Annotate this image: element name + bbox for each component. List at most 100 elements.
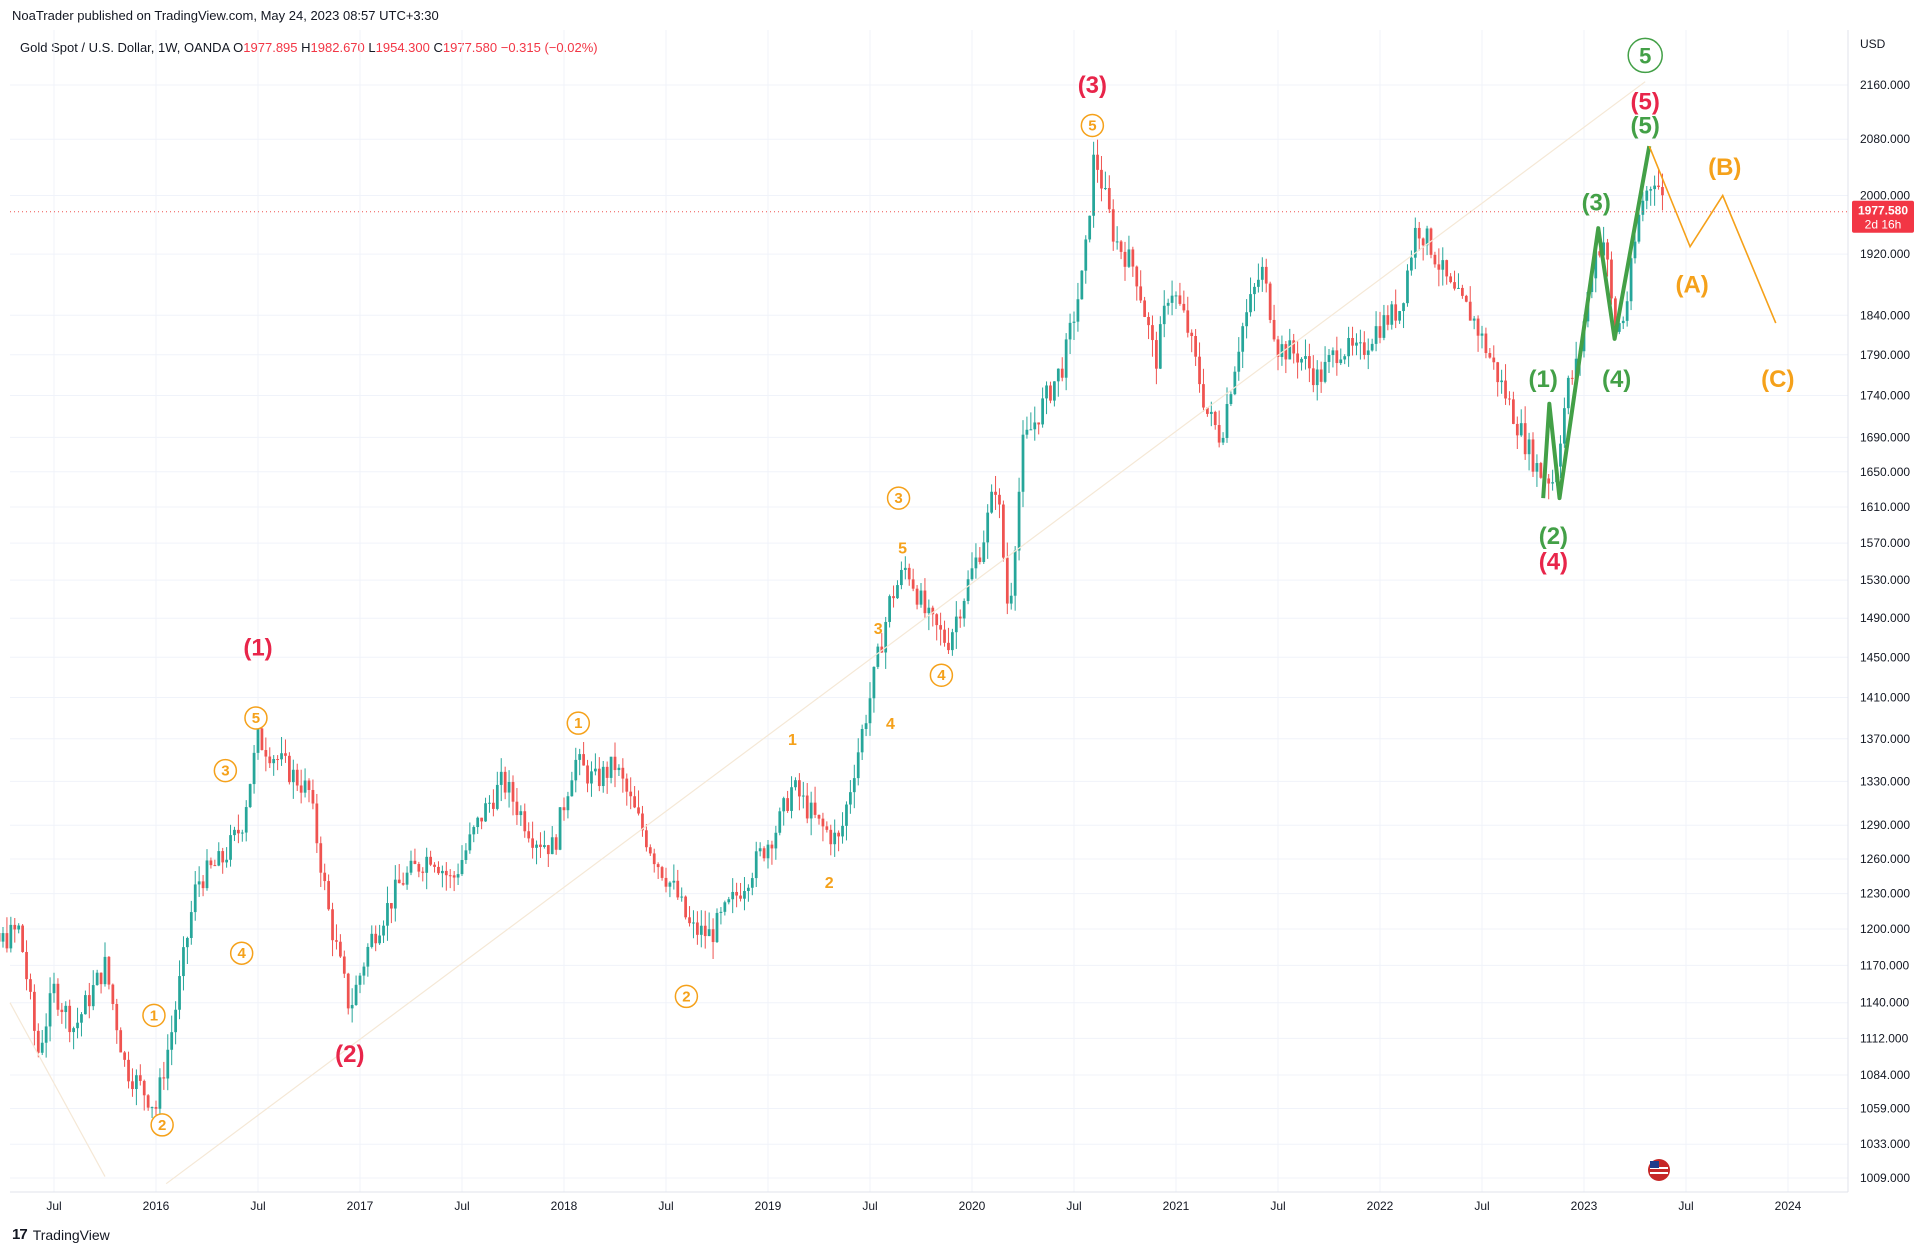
candle-body — [162, 1077, 166, 1079]
candle-body — [244, 807, 248, 833]
candle-body — [668, 882, 672, 887]
candle-body — [601, 766, 605, 787]
candle-body — [1362, 342, 1366, 355]
candle-body — [374, 933, 378, 944]
candle-body — [390, 903, 393, 909]
time-axis[interactable]: Jul 2016 Jul 2017 Jul 2018 Jul 2019 Jul 2020 Jul 20… — [46, 1199, 1801, 1213]
wave-label: (1) — [243, 634, 272, 661]
candle-body — [1096, 154, 1099, 170]
candle-body — [1107, 188, 1111, 210]
candle-body — [546, 845, 550, 855]
candle-body — [1233, 371, 1237, 395]
candle-body — [821, 818, 825, 827]
ohlc-change: −0.315 (−0.02%) — [500, 40, 598, 55]
x-tick-label: Jul — [250, 1199, 265, 1213]
candle-body — [1425, 228, 1429, 246]
candle-body — [1359, 342, 1362, 344]
candle-body — [648, 847, 652, 854]
candle-body — [413, 860, 417, 864]
candle-body — [1, 933, 5, 942]
candle-body — [448, 875, 452, 877]
candle-body — [1523, 423, 1527, 455]
y-tick-label: 2160.000 — [1860, 78, 1910, 92]
x-tick-label: Jul — [658, 1199, 673, 1213]
candle-body — [1602, 242, 1605, 256]
candle-body — [56, 983, 60, 1010]
candle-body — [845, 804, 848, 826]
tradingview-brand: TradingView — [32, 1226, 110, 1243]
wave-label: 4 — [937, 667, 946, 684]
candle-body — [1614, 298, 1617, 332]
candle-body — [170, 1032, 174, 1050]
candle-body — [1237, 351, 1241, 372]
candle-body — [962, 600, 966, 619]
candle-body — [727, 899, 731, 903]
candle-body — [1213, 411, 1217, 426]
candle-body — [299, 785, 303, 793]
price-axis[interactable]: 2160.000 2080.000 2000.000 1920.000 1840.000… — [1860, 78, 1910, 1185]
candle-body — [1594, 251, 1598, 279]
tradingview-footer: 17 TradingView — [12, 1226, 110, 1243]
candle-body — [64, 1005, 68, 1013]
candle-body — [417, 863, 421, 872]
x-tick-label: Jul — [1270, 1199, 1285, 1213]
y-tick-label: 1140.000 — [1860, 996, 1909, 1010]
candle-body — [1535, 463, 1539, 472]
y-tick-label: 1610.000 — [1860, 500, 1910, 514]
wave-label: 2 — [682, 988, 690, 1005]
candle-body — [566, 796, 570, 811]
candle-body — [1170, 295, 1174, 303]
y-tick-label: 1920.000 — [1860, 247, 1910, 261]
candle-body — [1049, 385, 1052, 401]
candle-body — [574, 759, 578, 781]
candle-body — [111, 984, 115, 1004]
wave-label: (2) — [1539, 523, 1568, 550]
candle-body — [943, 629, 946, 643]
candle-body — [288, 755, 291, 783]
candle-body — [739, 895, 742, 899]
candle-body — [523, 811, 527, 832]
candle-body — [896, 585, 899, 599]
candle-body — [970, 568, 974, 580]
candle-body — [21, 925, 24, 952]
candle-body — [1641, 200, 1645, 215]
candle-body — [146, 1095, 150, 1108]
wave-label: 5 — [1088, 117, 1096, 134]
candle-body — [1327, 355, 1331, 362]
candle-body — [1296, 353, 1299, 363]
candle-body — [1155, 340, 1158, 369]
countdown: 2d 16h — [1865, 218, 1902, 232]
candle-body — [1476, 318, 1480, 336]
candle-body — [652, 853, 656, 865]
candle-body — [1190, 332, 1194, 337]
candle-body — [1194, 336, 1197, 357]
x-tick-label: Jul — [1474, 1199, 1489, 1213]
wave-label-circle — [1080, 113, 1105, 138]
x-tick-label: Jul — [862, 1199, 877, 1213]
candle-body — [966, 579, 970, 601]
wave-label-circle — [929, 663, 954, 687]
candle-body — [492, 802, 495, 809]
candle-body — [656, 864, 660, 868]
candle-body — [1539, 463, 1543, 478]
y-tick-label: 1450.000 — [1860, 650, 1910, 664]
candle-body — [582, 754, 585, 766]
candle-body — [1288, 340, 1292, 360]
candle-body — [362, 966, 366, 976]
x-tick-label: Jul — [454, 1199, 469, 1213]
green-wave-path — [1541, 145, 1652, 501]
candle-body — [1158, 324, 1162, 369]
candle-body — [1653, 185, 1656, 190]
candle-body — [935, 614, 939, 626]
candle-body — [429, 856, 432, 865]
candle-body — [127, 1059, 130, 1082]
candle-body — [1009, 595, 1013, 604]
wave-label: 4 — [886, 716, 895, 733]
candle-body — [1598, 251, 1602, 256]
candle-body — [209, 860, 213, 866]
candle-body — [1323, 361, 1327, 382]
candle-body — [998, 494, 1001, 505]
candle-body — [1225, 404, 1229, 438]
candle-body — [84, 995, 87, 1015]
